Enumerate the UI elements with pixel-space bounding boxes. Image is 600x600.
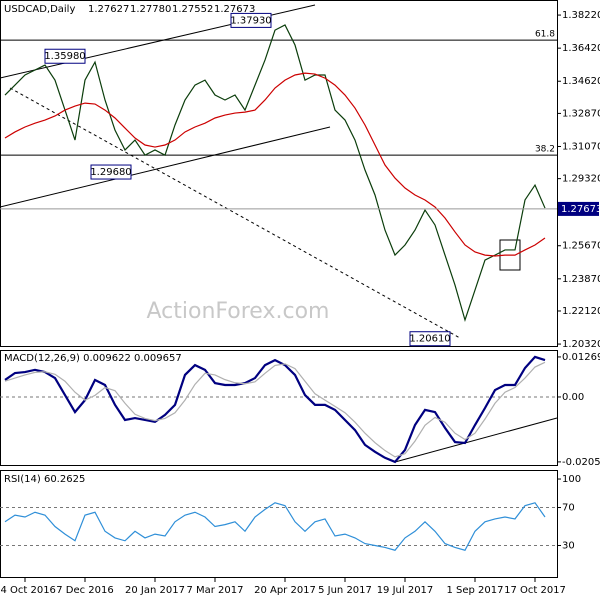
annotation-box xyxy=(90,164,132,180)
quote-close: 1.27673 xyxy=(214,4,255,15)
y-tick-label: 1.23870 xyxy=(562,274,600,285)
series-line xyxy=(4,72,546,257)
series-line xyxy=(4,24,546,323)
trend-dashed xyxy=(9,87,461,339)
fib-label: 38.2 xyxy=(535,145,555,155)
y-tick-label: 0.00 xyxy=(562,392,584,403)
annotation-box xyxy=(230,12,272,28)
series-line xyxy=(4,502,546,551)
y-tick-label: 1.34620 xyxy=(562,76,600,87)
x-tick-label: 20 Jan 2017 xyxy=(125,585,185,596)
annotation-box xyxy=(44,48,86,64)
fib-label: 61.8 xyxy=(535,30,555,40)
quote-open: 1.27627 xyxy=(88,4,129,15)
annotation-box xyxy=(409,331,451,347)
last-price-box xyxy=(558,201,599,216)
y-tick-label: 1.29320 xyxy=(562,174,600,185)
annotation-label: 1.20610 xyxy=(409,334,450,345)
annotation-label: 1.35980 xyxy=(44,51,85,62)
y-tick-label: -0.020599 xyxy=(562,457,600,468)
y-tick-label: 1.25670 xyxy=(562,241,600,252)
annotation-label: 1.29680 xyxy=(90,167,131,178)
y-tick-label: 30 xyxy=(562,541,575,552)
series-line xyxy=(4,361,546,458)
last-price-label: 1.27673 xyxy=(561,204,600,215)
channel-lower xyxy=(0,126,331,208)
macd-trendline xyxy=(394,417,558,463)
quote-low: 1.27552 xyxy=(172,4,213,15)
x-tick-label: 5 Jun 2017 xyxy=(318,585,372,596)
x-tick-label: 1 Sep 2017 xyxy=(446,585,503,596)
quote-high: 1.27780 xyxy=(130,4,171,15)
rsi-frame xyxy=(0,470,558,578)
y-tick-label: 1.36420 xyxy=(562,43,600,54)
x-tick-label: 7 Dec 2016 xyxy=(56,585,114,596)
y-tick-label: 100 xyxy=(562,474,581,485)
y-tick-label: 1.20320 xyxy=(562,339,600,350)
y-tick-label: 1.32870 xyxy=(562,108,600,119)
price-title: USDCAD,Daily xyxy=(4,4,75,15)
macd-title: MACD(12,26,9) 0.009622 0.009657 xyxy=(4,353,182,364)
macd-frame xyxy=(0,350,558,466)
annotation-label: 1.37930 xyxy=(230,15,271,26)
x-tick-label: 19 Jul 2017 xyxy=(377,585,434,596)
x-tick-label: 24 Oct 2016 xyxy=(0,585,56,596)
y-tick-label: 1.22120 xyxy=(562,306,600,317)
x-tick-label: 7 Mar 2017 xyxy=(186,585,243,596)
y-tick-label: 0.012698 xyxy=(562,352,600,363)
x-tick-label: 17 Oct 2017 xyxy=(504,585,566,596)
watermark: ActionForex.com xyxy=(147,299,330,324)
rsi-title: RSI(14) 60.2625 xyxy=(4,474,85,485)
series-line xyxy=(4,355,546,464)
price-frame xyxy=(0,0,558,347)
y-tick-label: 1.38220 xyxy=(562,10,600,21)
y-tick-label: 70 xyxy=(562,503,575,514)
x-tick-label: 20 Apr 2017 xyxy=(254,585,316,596)
y-tick-label: 1.31070 xyxy=(562,141,600,152)
